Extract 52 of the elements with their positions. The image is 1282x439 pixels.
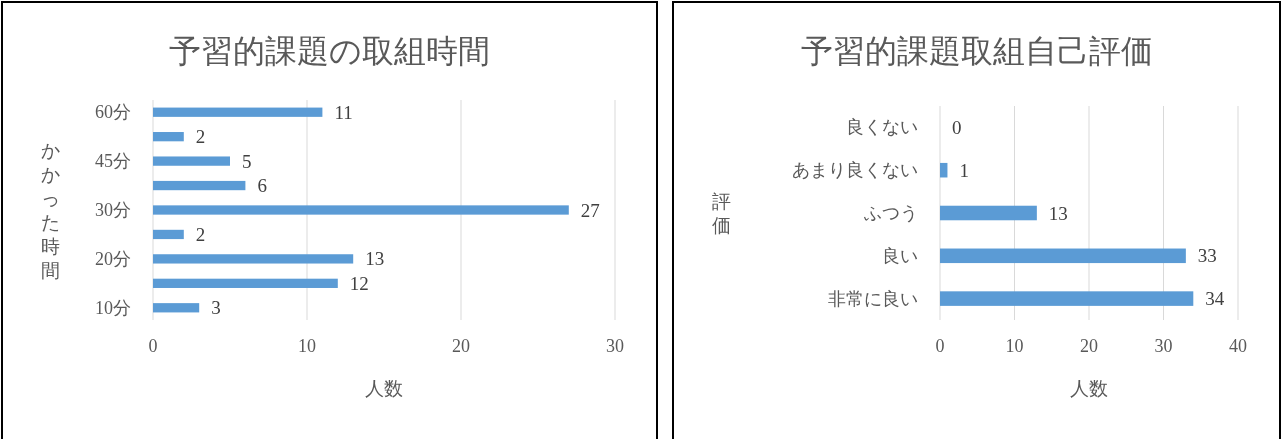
y-tick-label: 45分 [95,151,131,172]
data-label: 0 [952,116,962,138]
y-tick-label: 10分 [95,297,131,318]
data-label: 34 [1205,288,1225,310]
bar [940,162,948,178]
data-label: 2 [195,126,206,148]
y-axis-title: かかった時間 [40,139,60,281]
data-label: 13 [365,248,385,270]
bar [153,107,323,117]
x-tick-label: 10 [298,336,316,356]
data-label: 11 [334,101,353,123]
bar [153,205,569,215]
x-tick-label: 0 [935,336,945,356]
x-tick-label: 0 [148,336,158,356]
x-tick-label: 20 [452,336,470,356]
y-tick-label: 良い [882,245,918,266]
bar [153,132,184,142]
data-label: 12 [349,272,369,294]
y-tick-label: 60分 [95,102,131,123]
data-label: 6 [257,175,267,197]
y-tick-label: あまり良くない [792,160,918,181]
bar [153,254,354,264]
x-tick-label: 20 [1080,336,1098,356]
data-label: 3 [211,297,221,319]
data-label: 1 [959,159,969,181]
bar [940,248,1186,264]
y-axis-title: 評価 [711,190,731,236]
data-label: 5 [242,150,252,172]
chart-title: 予習的課題の取組時間 [169,33,490,69]
x-tick-label: 40 [1229,336,1247,356]
x-axis-title: 人数 [1070,378,1108,399]
data-label: 33 [1197,245,1217,267]
x-tick-label: 30 [1154,336,1173,356]
data-label: 27 [580,199,600,221]
data-label: 2 [195,223,206,245]
bar [153,303,200,313]
y-tick-label: 良くない [846,117,918,138]
y-tick-label: 非常に良い [828,288,918,309]
chart-title: 予習的課題取組自己評価 [800,33,1153,69]
bar [940,291,1194,306]
bar [940,205,1037,221]
bar [153,229,184,240]
bar [153,278,338,288]
y-tick-label: 20分 [95,248,131,269]
x-tick-label: 10 [1005,336,1024,356]
data-label: 13 [1048,202,1068,224]
x-tick-label: 30 [606,336,624,356]
y-tick-label: ふつう [863,203,918,223]
y-tick-label: 30分 [95,200,131,220]
x-axis-title: 人数 [365,378,403,399]
bar [153,180,246,191]
bar [153,156,230,166]
